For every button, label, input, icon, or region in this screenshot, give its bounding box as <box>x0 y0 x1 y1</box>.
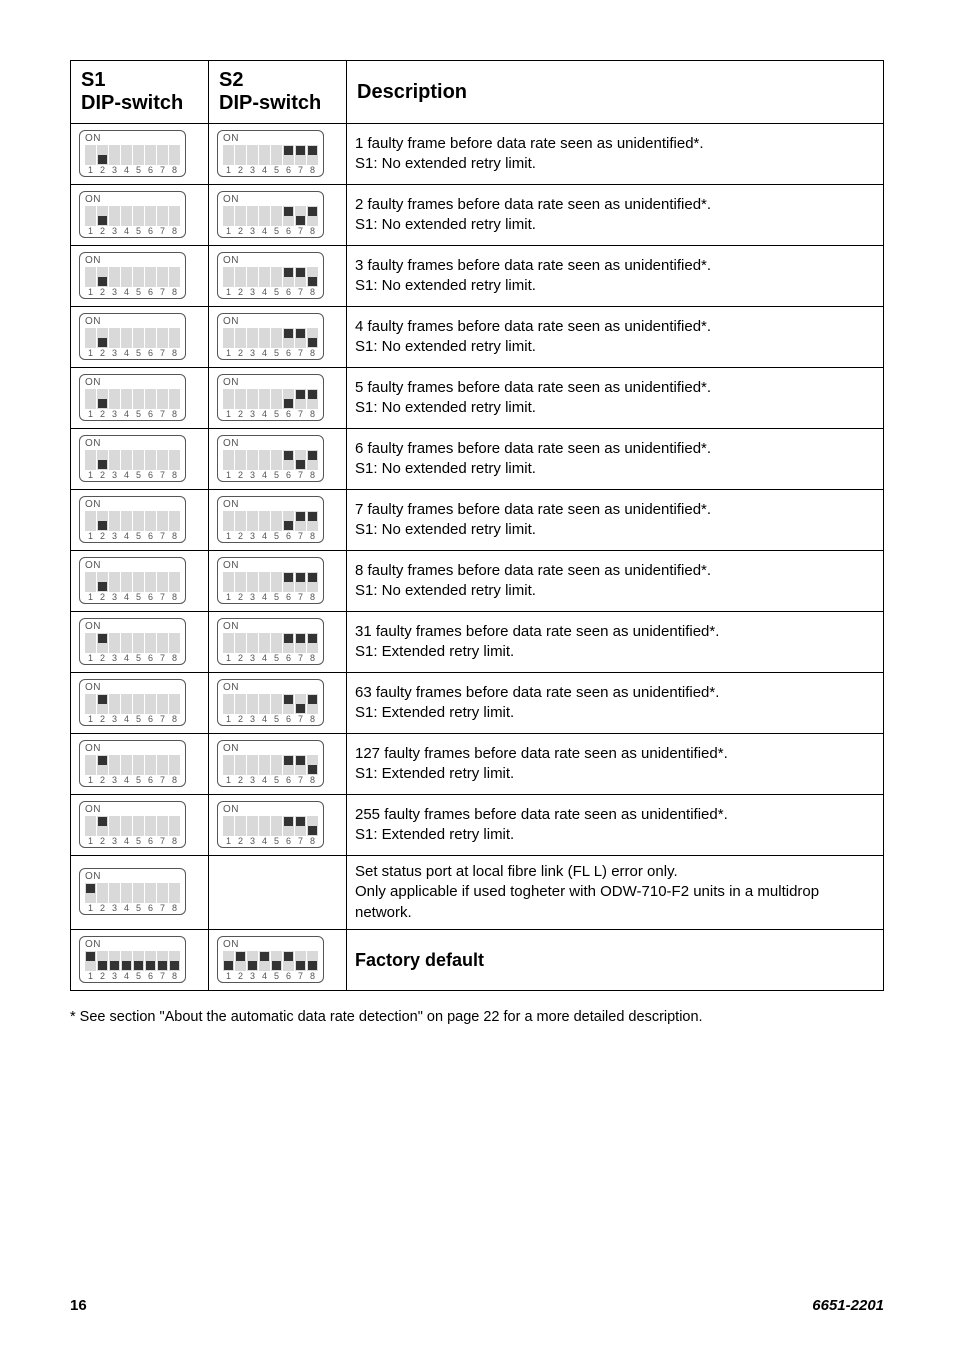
table-row: ON12345678 ON12345678 127 faulty frames be… <box>71 734 884 795</box>
dip-switch: ON12345678 <box>217 496 324 543</box>
s2-cell: ON12345678 <box>209 368 347 429</box>
s1-cell: ON12345678 <box>71 795 209 856</box>
table-row: ON12345678 ON12345678 1 faulty frame befor… <box>71 124 884 185</box>
dip-switch: ON12345678 <box>79 130 186 177</box>
header-s1-l2: DIP-switch <box>81 92 183 114</box>
dip-switch: ON12345678 <box>79 374 186 421</box>
dip-switch: ON12345678 <box>217 313 324 360</box>
dip-switch: ON12345678 <box>217 740 324 787</box>
header-s1: S1 DIP-switch <box>71 61 209 124</box>
dip-switch: ON12345678 <box>79 679 186 726</box>
description-cell: Factory default <box>347 929 884 990</box>
header-s2-l1: S2 <box>219 69 243 91</box>
dip-switch: ON12345678 <box>217 252 324 299</box>
dip-switch: ON12345678 <box>217 191 324 238</box>
description-cell: Set status port at local fibre link (FL … <box>347 856 884 930</box>
s2-cell: ON12345678 <box>209 673 347 734</box>
description-cell: 1 faulty frame before data rate seen as … <box>347 124 884 185</box>
s1-cell: ON12345678 <box>71 490 209 551</box>
description-cell: 8 faulty frames before data rate seen as… <box>347 551 884 612</box>
dip-switch: ON12345678 <box>217 130 324 177</box>
s2-cell: ON12345678 <box>209 307 347 368</box>
dip-switch: ON12345678 <box>217 435 324 482</box>
s2-cell: ON12345678 <box>209 490 347 551</box>
table-row: ON12345678 ON12345678 Factory default <box>71 929 884 990</box>
description-cell: 7 faulty frames before data rate seen as… <box>347 490 884 551</box>
dip-switch: ON12345678 <box>79 740 186 787</box>
table-row: ON12345678 ON12345678 6 faulty frames befo… <box>71 429 884 490</box>
header-s1-l1: S1 <box>81 69 105 91</box>
s1-cell: ON12345678 <box>71 307 209 368</box>
table-row: ON12345678 Set status port at local fibre… <box>71 856 884 930</box>
s1-cell: ON12345678 <box>71 124 209 185</box>
s1-cell: ON12345678 <box>71 929 209 990</box>
dip-switch: ON12345678 <box>217 936 324 983</box>
dip-switch: ON12345678 <box>79 557 186 604</box>
dip-switch: ON12345678 <box>79 435 186 482</box>
dip-switch: ON12345678 <box>217 618 324 665</box>
footnote: * See section "About the automatic data … <box>70 1009 884 1025</box>
header-s2: S2 DIP-switch <box>209 61 347 124</box>
description-cell: 127 faulty frames before data rate seen … <box>347 734 884 795</box>
table-row: ON12345678 ON12345678 31 faulty frames bef… <box>71 612 884 673</box>
s2-cell: ON12345678 <box>209 551 347 612</box>
dip-switch: ON12345678 <box>79 801 186 848</box>
dip-switch: ON12345678 <box>79 313 186 360</box>
table-row: ON12345678 ON12345678 63 faulty frames bef… <box>71 673 884 734</box>
s2-cell: ON12345678 <box>209 246 347 307</box>
header-desc: Description <box>347 61 884 124</box>
s1-cell: ON12345678 <box>71 673 209 734</box>
s1-cell: ON12345678 <box>71 185 209 246</box>
s1-cell: ON12345678 <box>71 551 209 612</box>
page-footer: 16 6651-2201 <box>70 1297 884 1314</box>
description-cell: 2 faulty frames before data rate seen as… <box>347 185 884 246</box>
s1-cell: ON12345678 <box>71 429 209 490</box>
dip-switch: ON12345678 <box>217 557 324 604</box>
table-row: ON12345678 ON12345678 7 faulty frames befo… <box>71 490 884 551</box>
dip-switch: ON12345678 <box>79 191 186 238</box>
s2-cell: ON12345678 <box>209 929 347 990</box>
table-row: ON12345678 ON12345678 255 faulty frames be… <box>71 795 884 856</box>
s2-cell: ON12345678 <box>209 185 347 246</box>
table-row: ON12345678 ON12345678 4 faulty frames befo… <box>71 307 884 368</box>
s1-cell: ON12345678 <box>71 368 209 429</box>
s1-cell: ON12345678 <box>71 734 209 795</box>
doc-number: 6651-2201 <box>812 1297 884 1314</box>
s2-cell: ON12345678 <box>209 795 347 856</box>
page-number: 16 <box>70 1297 87 1314</box>
s1-cell: ON12345678 <box>71 246 209 307</box>
description-cell: 6 faulty frames before data rate seen as… <box>347 429 884 490</box>
description-cell: 63 faulty frames before data rate seen a… <box>347 673 884 734</box>
s1-cell: ON12345678 <box>71 856 209 930</box>
table-row: ON12345678 ON12345678 5 faulty frames befo… <box>71 368 884 429</box>
s2-cell: ON12345678 <box>209 124 347 185</box>
description-cell: 4 faulty frames before data rate seen as… <box>347 307 884 368</box>
table-row: ON12345678 ON12345678 2 faulty frames befo… <box>71 185 884 246</box>
dip-switch: ON12345678 <box>217 801 324 848</box>
dip-switch: ON12345678 <box>79 496 186 543</box>
s2-cell: ON12345678 <box>209 734 347 795</box>
dip-switch-table: S1 DIP-switch S2 DIP-switch Description … <box>70 60 884 991</box>
dip-switch: ON12345678 <box>79 868 186 915</box>
dip-switch: ON12345678 <box>217 374 324 421</box>
description-cell: 5 faulty frames before data rate seen as… <box>347 368 884 429</box>
s2-cell: ON12345678 <box>209 429 347 490</box>
dip-switch: ON12345678 <box>79 252 186 299</box>
description-cell: 255 faulty frames before data rate seen … <box>347 795 884 856</box>
dip-switch: ON12345678 <box>217 679 324 726</box>
table-row: ON12345678 ON12345678 3 faulty frames befo… <box>71 246 884 307</box>
s2-cell <box>209 856 347 930</box>
s1-cell: ON12345678 <box>71 612 209 673</box>
s2-cell: ON12345678 <box>209 612 347 673</box>
dip-switch: ON12345678 <box>79 618 186 665</box>
header-s2-l2: DIP-switch <box>219 92 321 114</box>
table-row: ON12345678 ON12345678 8 faulty frames befo… <box>71 551 884 612</box>
description-cell: 3 faulty frames before data rate seen as… <box>347 246 884 307</box>
description-cell: 31 faulty frames before data rate seen a… <box>347 612 884 673</box>
dip-switch: ON12345678 <box>79 936 186 983</box>
